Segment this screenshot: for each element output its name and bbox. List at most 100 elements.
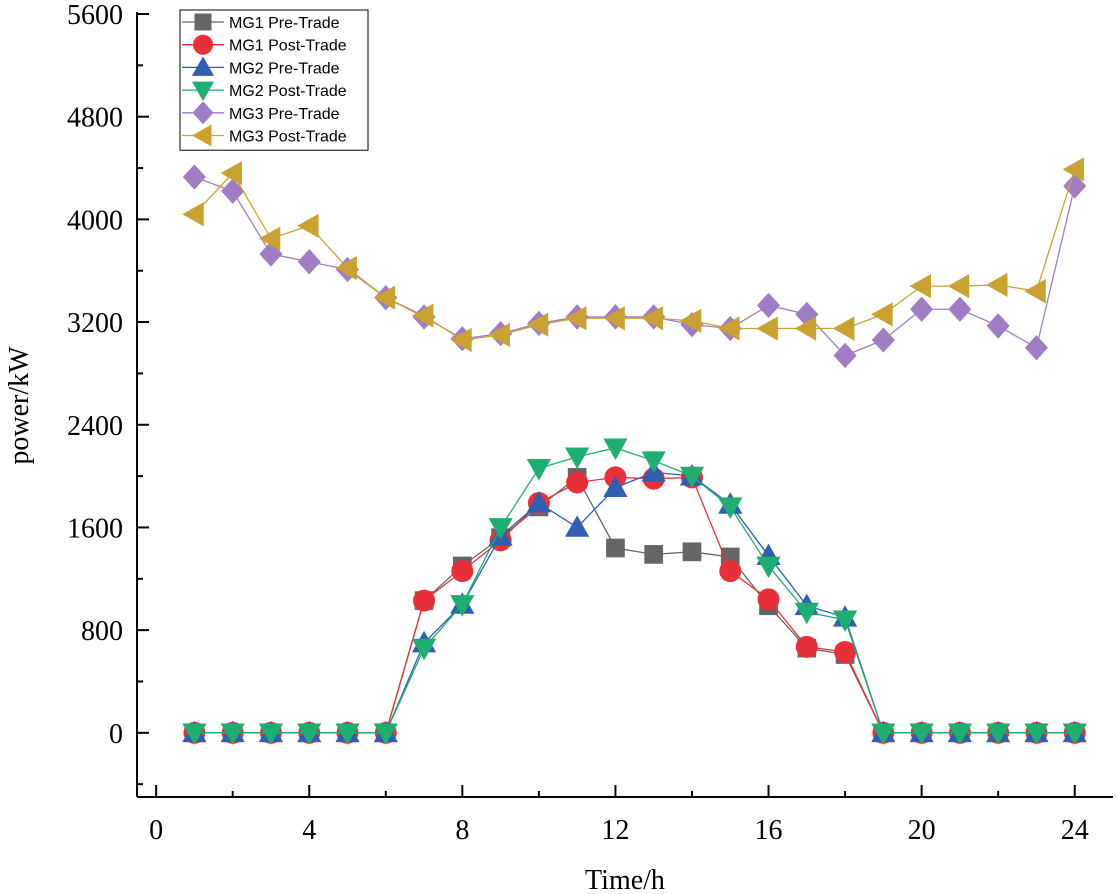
data-point bbox=[1024, 279, 1046, 304]
x-tick-label: 20 bbox=[908, 815, 936, 846]
data-point bbox=[718, 497, 743, 520]
data-point bbox=[182, 202, 204, 227]
legend-item: MG1 Pre-Trade bbox=[182, 13, 340, 32]
legend-marker-icon bbox=[192, 124, 212, 147]
legend-marker-icon bbox=[192, 81, 214, 102]
data-point bbox=[756, 556, 781, 579]
data-point bbox=[182, 164, 206, 190]
data-point bbox=[719, 560, 742, 583]
data-point bbox=[757, 588, 780, 611]
series-layer bbox=[182, 157, 1087, 745]
legend-item: MG2 Pre-Trade bbox=[182, 56, 340, 77]
legend-label: MG2 Pre-Trade bbox=[229, 60, 340, 77]
data-point bbox=[373, 723, 398, 745]
data-point bbox=[1062, 723, 1087, 745]
data-point bbox=[834, 640, 857, 663]
y-tick-label: 800 bbox=[81, 616, 123, 647]
x-axis-ticks: 0 4 8 12 16 20 24 bbox=[149, 785, 1089, 846]
y-tick-label: 2400 bbox=[67, 411, 123, 442]
data-point bbox=[603, 475, 628, 498]
legend-item: MG1 Post-Trade bbox=[182, 34, 347, 55]
data-point bbox=[832, 316, 855, 341]
data-point bbox=[373, 285, 396, 310]
data-point bbox=[871, 327, 895, 353]
data-point bbox=[411, 303, 434, 328]
data-point bbox=[986, 723, 1011, 745]
data-point bbox=[603, 306, 625, 331]
data-point bbox=[450, 595, 475, 617]
legend-label: MG3 Pre-Trade bbox=[229, 106, 340, 123]
data-point bbox=[641, 306, 664, 331]
legend: MG1 Pre-Trade MG1 Post-Trade MG2 Pre-Trade… bbox=[179, 9, 369, 151]
data-point bbox=[833, 342, 857, 369]
series-mg3-pre-trade bbox=[182, 164, 1087, 369]
y-tick-label: 4000 bbox=[67, 205, 123, 236]
series-line bbox=[194, 447, 1075, 734]
data-point bbox=[756, 292, 781, 319]
y-tick-label: 0 bbox=[109, 719, 123, 750]
data-point bbox=[644, 545, 664, 564]
x-tick-label: 16 bbox=[755, 815, 783, 846]
series-mg2-pre-trade bbox=[182, 460, 1087, 743]
x-tick-label: 24 bbox=[1061, 815, 1089, 846]
legend-label: MG1 Pre-Trade bbox=[229, 15, 340, 32]
data-point bbox=[871, 723, 896, 745]
series-mg1-post-trade bbox=[183, 466, 1086, 744]
y-tick-label: 1600 bbox=[67, 513, 123, 544]
series-mg3-post-trade bbox=[182, 157, 1085, 353]
data-point bbox=[947, 274, 970, 299]
data-point bbox=[488, 518, 513, 540]
legend-label: MG3 Post-Trade bbox=[229, 129, 347, 146]
data-point bbox=[450, 327, 472, 353]
data-point bbox=[182, 723, 207, 745]
x-tick-label: 0 bbox=[149, 815, 163, 846]
y-tick-label: 3200 bbox=[67, 308, 123, 339]
y-axis-ticks: 0 800 1600 2400 3200 4000 4800 5600 bbox=[67, 0, 149, 786]
data-point bbox=[565, 306, 587, 331]
data-point bbox=[606, 538, 625, 558]
data-point bbox=[297, 213, 319, 238]
data-point bbox=[1063, 173, 1087, 199]
data-point bbox=[1024, 723, 1049, 745]
legend-label: MG1 Post-Trade bbox=[229, 38, 347, 55]
legend-marker-icon bbox=[192, 101, 214, 125]
data-point bbox=[756, 316, 778, 341]
series-line bbox=[194, 476, 1075, 734]
data-point bbox=[909, 274, 931, 299]
legend-item: MG2 Post-Trade bbox=[182, 81, 347, 102]
data-point bbox=[297, 249, 321, 275]
data-point bbox=[488, 322, 510, 348]
data-point bbox=[566, 471, 589, 494]
data-point bbox=[986, 272, 1008, 297]
x-axis-title: Time/h bbox=[585, 865, 665, 894]
data-point bbox=[220, 723, 245, 745]
data-point bbox=[679, 308, 702, 333]
data-point bbox=[451, 560, 474, 583]
data-point bbox=[871, 302, 893, 327]
legend-item: MG3 Post-Trade bbox=[182, 124, 347, 147]
data-point bbox=[526, 312, 549, 337]
data-point bbox=[1024, 335, 1049, 361]
data-point bbox=[794, 602, 819, 625]
data-point bbox=[221, 178, 245, 204]
legend-label: MG2 Post-Trade bbox=[229, 83, 347, 100]
data-point bbox=[297, 723, 322, 745]
data-point bbox=[986, 313, 1010, 339]
data-point bbox=[641, 451, 666, 473]
data-point bbox=[909, 723, 934, 745]
data-point bbox=[220, 161, 243, 186]
series-line bbox=[194, 476, 1075, 734]
x-tick-label: 4 bbox=[302, 815, 316, 846]
data-point bbox=[258, 723, 284, 745]
series-line bbox=[194, 471, 1075, 734]
data-point bbox=[679, 466, 705, 489]
y-axis-title: power/kW bbox=[4, 346, 35, 465]
data-point bbox=[413, 589, 436, 612]
series-mg1-pre-trade bbox=[185, 468, 1085, 743]
y-tick-label: 5600 bbox=[67, 0, 123, 31]
data-point bbox=[795, 635, 818, 658]
x-tick-label: 12 bbox=[601, 815, 629, 846]
axes bbox=[136, 12, 1113, 798]
data-point bbox=[411, 638, 437, 661]
